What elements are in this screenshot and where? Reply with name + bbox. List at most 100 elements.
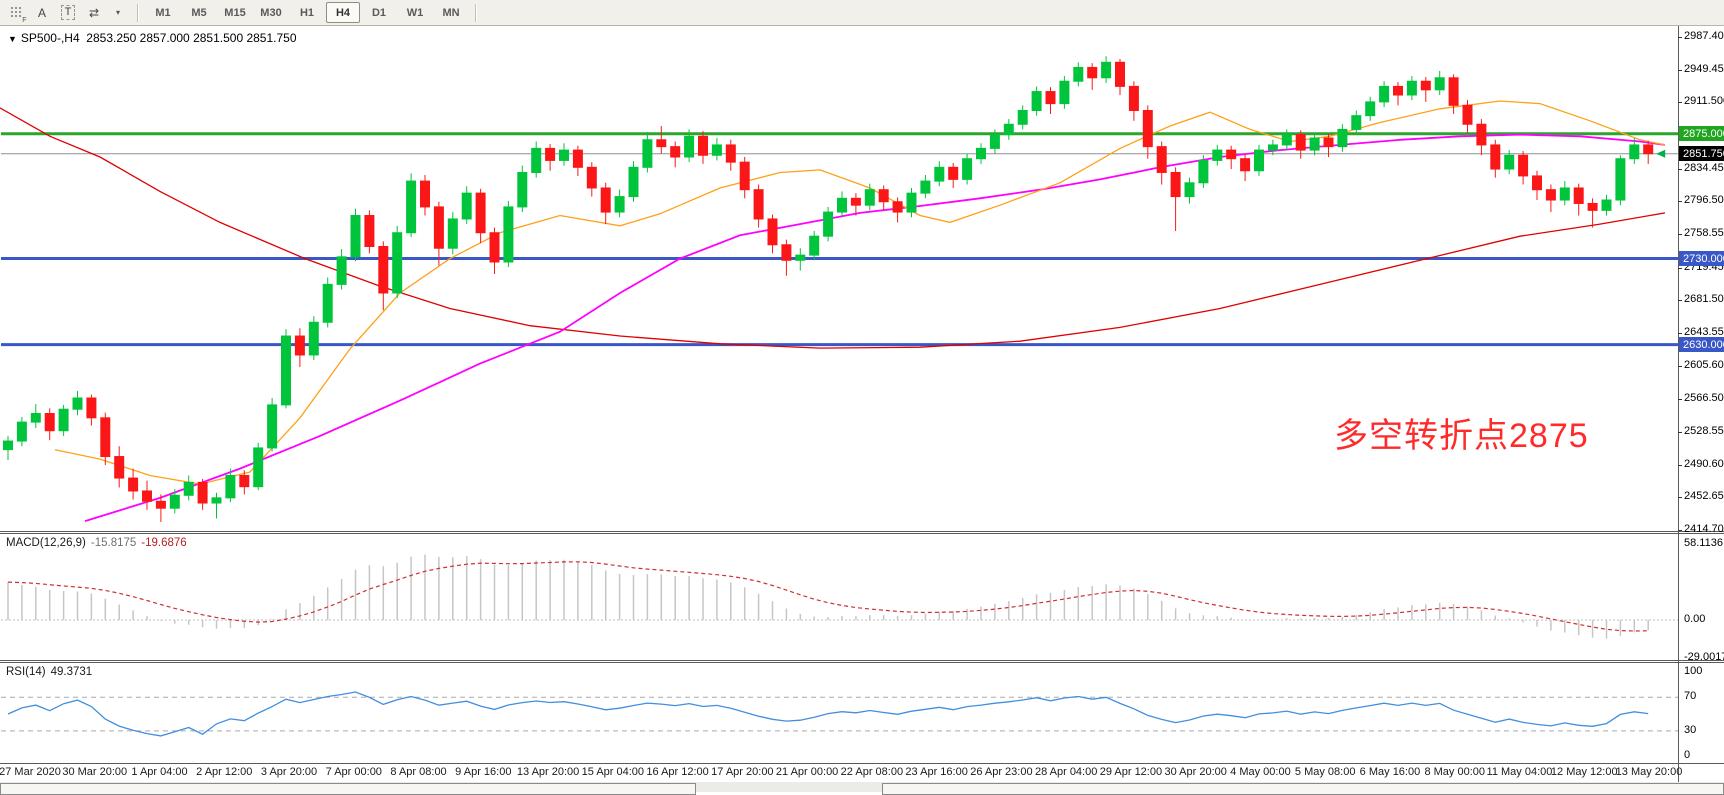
time-tick: 5 May 08:00 xyxy=(1295,766,1356,778)
time-tick: 6 May 16:00 xyxy=(1360,766,1421,778)
candle-body xyxy=(504,207,513,262)
tick-mark xyxy=(1678,530,1682,531)
tick-mark xyxy=(1678,465,1682,466)
candle-body xyxy=(726,145,735,162)
candle-body xyxy=(1435,78,1444,90)
time-tick: 8 May 00:00 xyxy=(1424,766,1485,778)
candle-body xyxy=(184,482,193,495)
chart-dropdown-icon[interactable]: ▼ xyxy=(8,34,17,44)
rsi-value: 49.3731 xyxy=(51,666,93,678)
candle-body xyxy=(156,501,165,508)
candle-body xyxy=(699,136,708,155)
price-tick: 2911.500 xyxy=(1684,95,1724,107)
candle-body xyxy=(309,322,318,355)
candle-body xyxy=(295,336,304,355)
chart-annotation-text: 多空转折点2875 xyxy=(1334,408,1589,457)
candle-body xyxy=(1157,147,1166,173)
price-tick: 2834.450 xyxy=(1684,162,1724,174)
candle-body xyxy=(365,216,374,247)
time-tick: 11 May 04:00 xyxy=(1487,766,1553,778)
price-tick: 2758.550 xyxy=(1684,227,1724,239)
candle-body xyxy=(754,190,763,219)
time-tick: 17 Apr 20:00 xyxy=(711,766,773,778)
tick-mark xyxy=(1678,70,1682,71)
candle-body xyxy=(1574,188,1583,203)
candle-body xyxy=(1616,159,1625,200)
time-tick: 21 Apr 00:00 xyxy=(776,766,838,778)
status-cell xyxy=(882,783,1724,795)
candle-body xyxy=(101,418,110,457)
candle-body xyxy=(963,159,972,180)
candle-body xyxy=(1519,155,1528,176)
tick-mark xyxy=(1678,268,1682,269)
candle-body xyxy=(1310,138,1319,150)
time-tick: 1 Apr 04:00 xyxy=(131,766,187,778)
symbol-period: SP500-,H4 xyxy=(21,31,80,45)
ohlc-values: 2853.250 2857.000 2851.500 2851.750 xyxy=(86,31,296,45)
candle-body xyxy=(1463,105,1472,124)
price-tick: 2490.600 xyxy=(1684,458,1724,470)
time-tick: 8 Apr 08:00 xyxy=(390,766,446,778)
candle-body xyxy=(1630,145,1639,159)
macd-signal-value: -19.6876 xyxy=(141,537,186,549)
candle-body xyxy=(1449,78,1458,106)
tick-mark xyxy=(1678,399,1682,400)
time-tick: 12 May 12:00 xyxy=(1551,766,1618,778)
candle-body xyxy=(1282,135,1291,145)
time-tick: 13 Apr 20:00 xyxy=(517,766,579,778)
price-tick: 2987.400 xyxy=(1684,30,1724,42)
candle-body xyxy=(490,233,499,262)
candle-body xyxy=(1491,145,1500,169)
candle-body xyxy=(448,219,457,248)
candle-body xyxy=(1213,150,1222,160)
candle-body xyxy=(1241,159,1250,171)
candle-body xyxy=(671,147,680,157)
candle-body xyxy=(31,414,40,423)
candle-body xyxy=(768,219,777,245)
candle-body xyxy=(393,233,402,293)
macd-tick: 0.00 xyxy=(1684,613,1705,625)
tick-mark xyxy=(1678,169,1682,170)
tick-mark xyxy=(1678,37,1682,38)
tick-mark xyxy=(1678,366,1682,367)
tick-mark xyxy=(1678,300,1682,301)
candle-body xyxy=(1227,150,1236,159)
candle-body xyxy=(1296,135,1305,150)
candle-body xyxy=(560,150,569,160)
price-tick: 2414.700 xyxy=(1684,523,1724,535)
candle-body xyxy=(226,475,235,497)
price-tick: 2796.500 xyxy=(1684,194,1724,206)
candle-body xyxy=(1185,183,1194,197)
candle-body xyxy=(1018,110,1027,124)
candle-body xyxy=(198,482,207,503)
candle-body xyxy=(1004,124,1013,134)
tick-mark xyxy=(1678,201,1682,202)
chart-title[interactable]: ▼ SP500-,H4 2853.250 2857.000 2851.500 28… xyxy=(8,31,297,45)
candle-body xyxy=(1477,124,1486,145)
candle-body xyxy=(1116,62,1125,86)
time-tick: 4 May 00:00 xyxy=(1230,766,1291,778)
time-tick: 2 Apr 12:00 xyxy=(196,766,252,778)
price-tick: 2605.600 xyxy=(1684,359,1724,371)
candle-body xyxy=(935,167,944,181)
price-tick: 2452.650 xyxy=(1684,490,1724,502)
candle-body xyxy=(476,193,485,233)
candle-body xyxy=(170,495,179,508)
macd-main-value: -15.8175 xyxy=(91,537,136,549)
candle-body xyxy=(1588,203,1597,210)
candle-body xyxy=(1407,81,1416,95)
candle-body xyxy=(59,409,68,431)
tick-mark xyxy=(1678,234,1682,235)
candle-body xyxy=(1046,92,1055,104)
time-tick: 23 Apr 16:00 xyxy=(905,766,967,778)
candle-body xyxy=(323,284,332,322)
candle-body xyxy=(240,475,249,486)
candle-body xyxy=(921,181,930,193)
candle-body xyxy=(1129,86,1138,110)
candle-body xyxy=(1394,86,1403,95)
candle-body xyxy=(796,255,805,260)
time-tick: 27 Mar 2020 xyxy=(0,766,61,778)
panel-separator xyxy=(0,531,1724,532)
time-tick: 9 Apr 16:00 xyxy=(455,766,511,778)
